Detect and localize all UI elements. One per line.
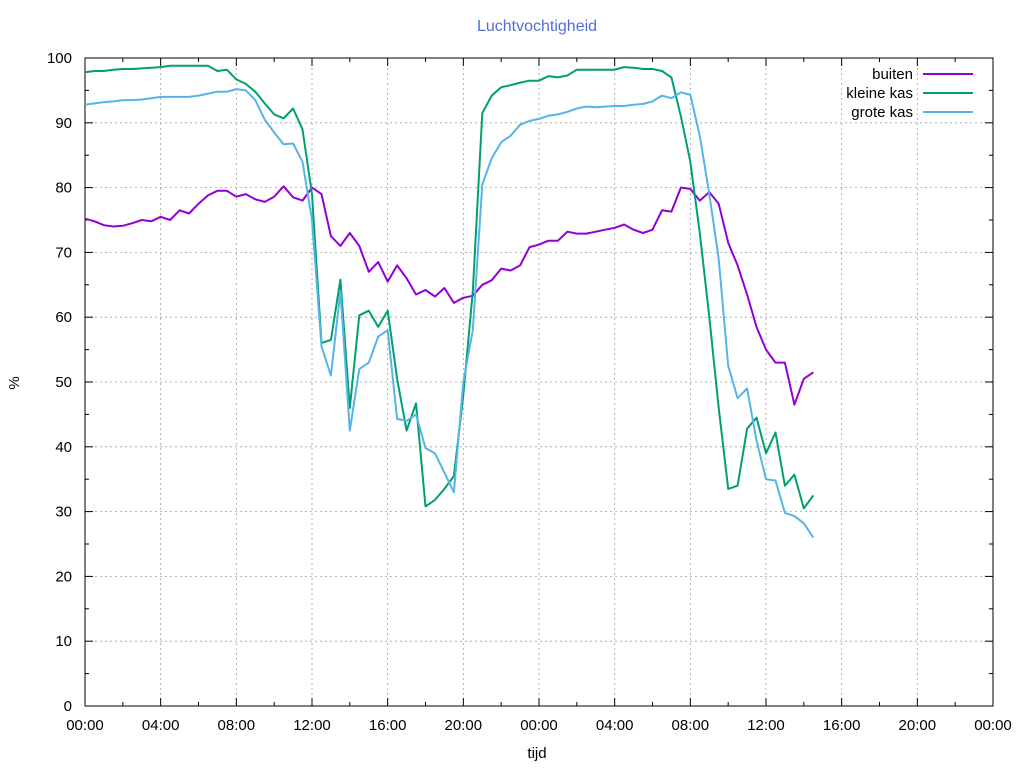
x-tick-label: 08:00 [218,717,256,734]
legend: buiten kleine kas grote kas [846,66,973,121]
y-tick-label: 30 [55,504,72,521]
y-tick-label: 50 [55,374,72,391]
x-tick-labels: 00:00 04:00 08:00 12:00 16:00 20:00 00:00 04:00… [66,717,1012,734]
x-tick-label: 04:00 [596,717,634,734]
x-tick-label: 00:00 [974,717,1012,734]
x-tick-label: 12:00 [293,717,331,734]
x-tick-label: 08:00 [672,717,710,734]
y-tick-label: 90 [55,115,72,132]
y-tick-label: 70 [55,244,72,261]
grid [85,58,993,706]
legend-label-buiten: buiten [872,66,913,83]
x-tick-label: 04:00 [142,717,180,734]
y-tick-label: 40 [55,439,72,456]
x-tick-label: 12:00 [747,717,785,734]
y-tick-label: 80 [55,180,72,197]
x-tick-label: 16:00 [369,717,407,734]
y-tick-labels: 0 10 20 30 40 50 60 70 80 90 100 [47,50,72,715]
legend-label-grote-kas: grote kas [851,104,913,121]
y-tick-label: 60 [55,309,72,326]
series-line-buiten [84,185,814,406]
y-tick-label: 0 [64,698,72,715]
series-line-grote-kas [84,88,815,539]
x-tick-label: 20:00 [445,717,483,734]
y-tick-label: 10 [55,633,72,650]
x-tick-label: 20:00 [899,717,937,734]
series-line-kleine-kas [84,64,815,510]
x-tick-label: 00:00 [520,717,558,734]
y-axis-label: % [6,376,23,389]
series-group [84,64,815,539]
x-tick-label: 00:00 [66,717,104,734]
chart-title: Luchtvochtigheid [477,18,597,35]
plot-frame [84,57,994,707]
x-axis-label: tijd [527,745,546,762]
x-tick-label: 16:00 [823,717,861,734]
y-tick-label: 20 [55,568,72,585]
legend-label-kleine-kas: kleine kas [846,85,913,102]
y-tick-label: 100 [47,50,72,67]
